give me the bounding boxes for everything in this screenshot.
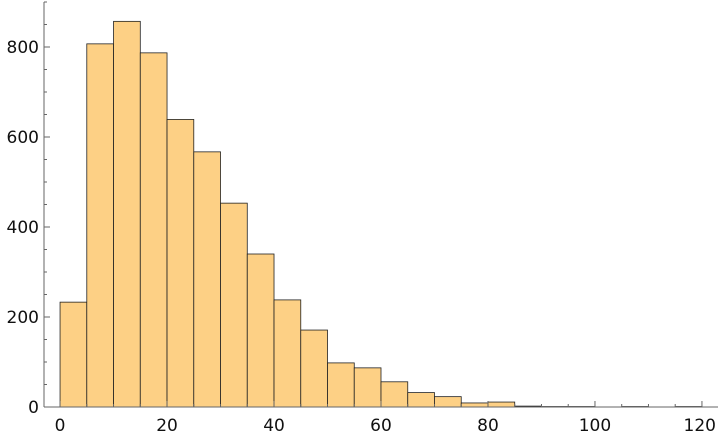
x-tick-label-60: 60: [370, 416, 392, 436]
histogram-bar-45-50: [300, 329, 328, 408]
histogram-bar-5-10: [86, 43, 114, 408]
histogram-bar-10-15: [113, 20, 141, 408]
x-tick-label-100: 100: [579, 416, 611, 436]
histogram-bar-70-75: [434, 396, 462, 408]
histogram-bar-25-30: [193, 151, 221, 408]
x-tick-label-0: 0: [55, 416, 66, 436]
histogram-bar-50-55: [327, 362, 355, 408]
x-tick-label-20: 20: [156, 416, 178, 436]
histogram-bar-30-35: [220, 202, 248, 408]
y-tick-label-400: 400: [7, 218, 39, 238]
x-ticks-group: 0 20 40 60 80 100 120: [55, 401, 716, 436]
histogram-bar-20-25: [166, 119, 195, 408]
y-tick-label-800: 800: [7, 38, 39, 58]
x-tick-label-40: 40: [263, 416, 285, 436]
histogram-bar-60-65: [380, 381, 409, 408]
y-tick-label-0: 0: [28, 398, 39, 418]
y-ticks-group: 0 200 400 600 800: [7, 1, 50, 418]
histogram-bar-15-20: [139, 52, 168, 408]
histogram-bar-55-60: [353, 367, 382, 408]
histogram-bar-65-70: [407, 392, 435, 408]
histogram-bar-80-85: [487, 401, 516, 408]
histogram-bar-40-45: [273, 299, 302, 408]
y-tick-label-600: 600: [7, 128, 39, 148]
histogram-bar-75-80: [460, 402, 489, 408]
y-tick-label-200: 200: [7, 308, 39, 328]
bars-group: [59, 20, 703, 408]
x-tick-label-80: 80: [477, 416, 499, 436]
histogram-bar-35-40: [246, 253, 275, 408]
histogram-bar-0-5: [59, 301, 88, 408]
x-tick-label-120: 120: [684, 416, 716, 436]
